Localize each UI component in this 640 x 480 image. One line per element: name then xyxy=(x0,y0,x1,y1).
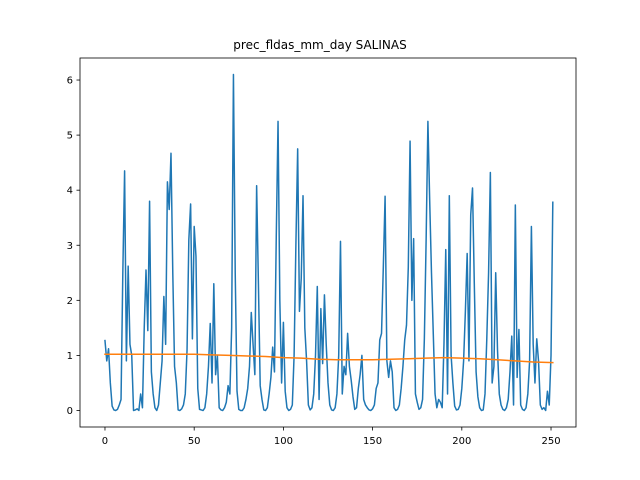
plot-area: 0 50 100 150 200 250 0 1 2 3 4 5 6 xyxy=(67,57,577,447)
y-tick-label: 4 xyxy=(67,186,73,197)
x-tick-label: 150 xyxy=(363,436,382,447)
x-tick-label: 200 xyxy=(452,436,471,447)
y-tick-label: 5 xyxy=(67,131,73,142)
y-tick-label: 3 xyxy=(67,241,73,252)
y-tick-label: 6 xyxy=(67,76,73,87)
x-tick-label: 250 xyxy=(541,436,560,447)
series-line-1 xyxy=(104,73,554,412)
series-line-2 xyxy=(104,353,554,364)
axes-frame xyxy=(79,57,577,428)
y-tick-label: 1 xyxy=(67,351,73,362)
y-tick-label: 2 xyxy=(67,296,73,307)
x-tick-label: 0 xyxy=(102,436,108,447)
x-tick-label: 50 xyxy=(188,436,201,447)
y-tick-label: 0 xyxy=(67,406,73,417)
x-tick-label: 100 xyxy=(274,436,293,447)
chart-title: prec_fldas_mm_day SALINAS xyxy=(233,38,406,52)
